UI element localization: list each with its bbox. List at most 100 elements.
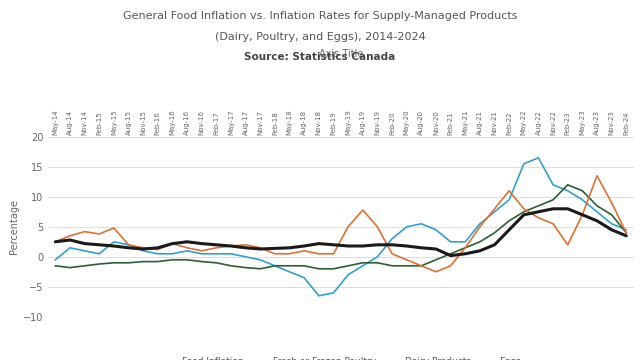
Fresh or Frozen Poultry: [432, 270, 440, 274]
Fresh or Frozen Poultry: [476, 225, 484, 229]
Dairy Products: [285, 264, 293, 268]
Dairy Products: [51, 264, 59, 268]
Fresh or Frozen Poultry: [403, 258, 410, 262]
Fresh or Frozen Poultry: [227, 244, 235, 248]
Line: Dairy Products: Dairy Products: [55, 185, 627, 269]
Eggs: [623, 228, 630, 232]
Food Inflation: [227, 244, 235, 248]
Fresh or Frozen Poultry: [608, 201, 616, 205]
Dairy Products: [66, 265, 74, 270]
Fresh or Frozen Poultry: [51, 240, 59, 244]
Dairy Products: [168, 258, 176, 262]
Dairy Products: [242, 265, 250, 270]
Food Inflation: [168, 242, 176, 246]
Eggs: [271, 264, 279, 268]
Dairy Products: [491, 231, 499, 235]
Fresh or Frozen Poultry: [125, 243, 132, 247]
Food Inflation: [432, 247, 440, 251]
Eggs: [140, 249, 147, 253]
Text: (Dairy, Poultry, and Eggs), 2014-2024: (Dairy, Poultry, and Eggs), 2014-2024: [214, 32, 426, 42]
Fresh or Frozen Poultry: [388, 252, 396, 256]
Food Inflation: [110, 244, 118, 248]
Dairy Products: [198, 260, 205, 264]
Food Inflation: [491, 243, 499, 247]
Food Inflation: [579, 213, 586, 217]
Food Inflation: [461, 252, 469, 256]
Eggs: [432, 228, 440, 232]
Dairy Products: [579, 189, 586, 193]
Food Inflation: [623, 234, 630, 238]
Food Inflation: [81, 242, 88, 246]
Eggs: [242, 255, 250, 259]
Food Inflation: [520, 213, 527, 217]
Food Inflation: [140, 247, 147, 251]
Fresh or Frozen Poultry: [315, 252, 323, 256]
Dairy Products: [549, 198, 557, 202]
Food Inflation: [315, 242, 323, 246]
Fresh or Frozen Poultry: [579, 213, 586, 217]
Food Inflation: [549, 207, 557, 211]
Food Inflation: [593, 219, 601, 223]
Dairy Products: [315, 267, 323, 271]
Dairy Products: [271, 264, 279, 268]
Fresh or Frozen Poultry: [534, 216, 542, 220]
Eggs: [125, 243, 132, 247]
Food Inflation: [271, 246, 279, 251]
Fresh or Frozen Poultry: [257, 246, 264, 250]
Eggs: [520, 162, 527, 166]
Dairy Products: [344, 264, 352, 268]
Fresh or Frozen Poultry: [183, 246, 191, 250]
Dairy Products: [227, 264, 235, 268]
Eggs: [330, 291, 337, 295]
Eggs: [506, 198, 513, 202]
Food Inflation: [417, 246, 425, 250]
Dairy Products: [506, 219, 513, 223]
Food Inflation: [125, 246, 132, 250]
Dairy Products: [140, 260, 147, 264]
Dairy Products: [461, 246, 469, 250]
Eggs: [168, 252, 176, 256]
Line: Fresh or Frozen Poultry: Fresh or Frozen Poultry: [55, 176, 627, 272]
Food Inflation: [608, 228, 616, 232]
Eggs: [66, 246, 74, 250]
Fresh or Frozen Poultry: [66, 234, 74, 238]
Text: Source: Statistics Canada: Source: Statistics Canada: [244, 52, 396, 62]
Fresh or Frozen Poultry: [344, 225, 352, 229]
Eggs: [257, 258, 264, 262]
Dairy Products: [212, 261, 220, 265]
Food Inflation: [447, 253, 454, 258]
Food Inflation: [359, 244, 367, 248]
Fresh or Frozen Poultry: [374, 225, 381, 229]
Eggs: [183, 249, 191, 253]
Fresh or Frozen Poultry: [417, 264, 425, 268]
Fresh or Frozen Poultry: [623, 231, 630, 235]
Line: Food Inflation: Food Inflation: [55, 209, 627, 256]
Fresh or Frozen Poultry: [168, 242, 176, 246]
Eggs: [285, 270, 293, 274]
Dairy Products: [534, 204, 542, 208]
Food Inflation: [388, 243, 396, 247]
Fresh or Frozen Poultry: [447, 264, 454, 268]
Food Inflation: [154, 246, 162, 250]
Dairy Products: [330, 267, 337, 271]
Eggs: [593, 210, 601, 214]
Eggs: [95, 252, 103, 256]
Fresh or Frozen Poultry: [154, 247, 162, 252]
Fresh or Frozen Poultry: [593, 174, 601, 178]
Eggs: [403, 225, 410, 229]
Dairy Products: [300, 264, 308, 268]
Food Inflation: [344, 244, 352, 248]
Eggs: [212, 252, 220, 256]
Food Inflation: [330, 243, 337, 247]
Dairy Products: [564, 183, 572, 187]
Dairy Products: [608, 213, 616, 217]
Fresh or Frozen Poultry: [564, 243, 572, 247]
Dairy Products: [447, 252, 454, 256]
Dairy Products: [403, 264, 410, 268]
Eggs: [476, 222, 484, 226]
Food Inflation: [534, 210, 542, 214]
Eggs: [608, 222, 616, 226]
Eggs: [388, 237, 396, 241]
Y-axis label: Percentage: Percentage: [8, 199, 19, 254]
Eggs: [461, 240, 469, 244]
